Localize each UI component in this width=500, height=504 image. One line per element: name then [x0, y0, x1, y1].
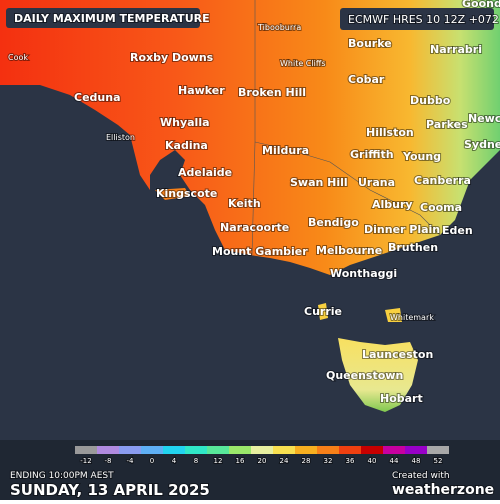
legend-swatch	[97, 446, 119, 454]
place-label: Roxby Downs	[130, 51, 214, 64]
place-label: Ceduna	[74, 91, 121, 104]
tasmania	[338, 338, 418, 412]
legend-tick-label: 24	[280, 457, 289, 465]
place-labels: Cook Roxby Downs Tibooburra Bourke Narrabri G…	[7, 0, 500, 406]
legend-swatch	[141, 446, 163, 454]
legend-tick-label: 52	[434, 457, 443, 465]
place-label: Urana	[358, 176, 395, 189]
legend-tick-label: 40	[368, 457, 377, 465]
legend-swatch	[339, 446, 361, 454]
legend-tick-label: 36	[346, 457, 355, 465]
place-label: Swan Hill	[290, 176, 348, 189]
place-label: Naracoorte	[220, 221, 289, 234]
place-label: Narrabri	[430, 43, 482, 56]
place-label: Elliston	[106, 133, 135, 142]
legend-swatch	[273, 446, 295, 454]
legend-tick-label: 8	[194, 457, 198, 465]
place-label: Tibooburra	[257, 23, 301, 32]
place-label: Hobart	[380, 392, 423, 405]
brand: weatherzone	[392, 482, 494, 498]
legend-tick-label: 12	[214, 457, 223, 465]
legend-swatch	[361, 446, 383, 454]
place-label: White Cliffs	[280, 59, 326, 68]
place-label: Dinner Plain	[364, 223, 440, 236]
legend-swatch	[119, 446, 141, 454]
place-label: Cook	[8, 53, 28, 62]
legend-tick-label: 4	[172, 457, 177, 465]
place-label: Bendigo	[308, 216, 359, 229]
legend-tick-label: 32	[324, 457, 333, 465]
kangaroo-island	[155, 188, 190, 200]
place-label: Goondiwindi	[462, 0, 500, 10]
place-label: Cobar	[348, 73, 385, 86]
legend: -12 -8 -4 0 4 8 12 16 20 24 28 32 36 40 44 48 52	[75, 446, 449, 466]
model-box	[340, 8, 494, 30]
place-label: Dubbo	[410, 94, 451, 107]
place-label: Kadina	[165, 139, 208, 152]
place-label: Bourke	[348, 37, 392, 50]
place-label: Keith	[228, 197, 261, 210]
legend-tick-label: -12	[80, 457, 91, 465]
title-box	[6, 8, 200, 28]
place-label: Whitemark	[390, 313, 434, 322]
place-label: Whyalla	[160, 116, 210, 129]
place-label: Mount Gambier	[212, 245, 308, 258]
place-label: Launceston	[362, 348, 433, 361]
legend-tick-label: 16	[236, 457, 245, 465]
legend-tick-label: 48	[412, 457, 421, 465]
ending: ENDING 10:00PM AEST	[10, 471, 114, 481]
legend-swatch	[163, 446, 185, 454]
place-label: Parkes	[426, 118, 468, 131]
legend-tick-label: -8	[105, 457, 112, 465]
place-label: Hillston	[366, 126, 414, 139]
legend-swatch	[427, 446, 449, 454]
place-label: Eden	[442, 224, 473, 237]
mainland	[0, 0, 500, 275]
place-label: Broken Hill	[238, 86, 306, 99]
legend-tick-label: 44	[390, 457, 399, 465]
legend-swatch	[295, 446, 317, 454]
legend-swatch	[207, 446, 229, 454]
place-label: Melbourne	[316, 244, 382, 257]
model: ECMWF HRES 10 12Z +072	[348, 13, 499, 26]
place-label: Canberra	[414, 174, 471, 187]
borders	[251, 0, 441, 256]
place-label: Currie	[304, 305, 342, 318]
legend-swatch	[75, 446, 97, 454]
place-label: Wonthaggi	[330, 267, 397, 280]
place-label: Albury	[372, 198, 413, 211]
legend-swatch	[185, 446, 207, 454]
title: DAILY MAXIMUM TEMPERATURE	[14, 12, 210, 25]
legend-tick-label: 28	[302, 457, 311, 465]
legend-swatch	[383, 446, 405, 454]
legend-swatch	[251, 446, 273, 454]
place-label: Young	[402, 150, 441, 163]
place-label: Kingscote	[156, 187, 217, 200]
place-label: Newcastle	[468, 112, 500, 125]
place-label: Queenstown	[326, 369, 403, 382]
place-label: Adelaide	[178, 166, 232, 179]
date: SUNDAY, 13 APRIL 2025	[10, 481, 210, 499]
place-label: Mildura	[262, 144, 309, 157]
legend-swatch	[229, 446, 251, 454]
legend-swatch	[317, 446, 339, 454]
legend-tick-label: -4	[127, 457, 135, 465]
place-label: Hawker	[178, 84, 225, 97]
king-island	[318, 303, 328, 320]
legend-tick-label: 20	[258, 457, 267, 465]
place-label: Cooma	[420, 201, 462, 214]
created: Created with	[392, 471, 450, 481]
legend-tick-label: 0	[150, 457, 154, 465]
flinders-island	[385, 308, 402, 322]
place-label: Bruthen	[388, 241, 438, 254]
place-label: Sydney	[464, 138, 500, 151]
place-label: Griffith	[350, 148, 394, 161]
legend-swatch	[405, 446, 427, 454]
